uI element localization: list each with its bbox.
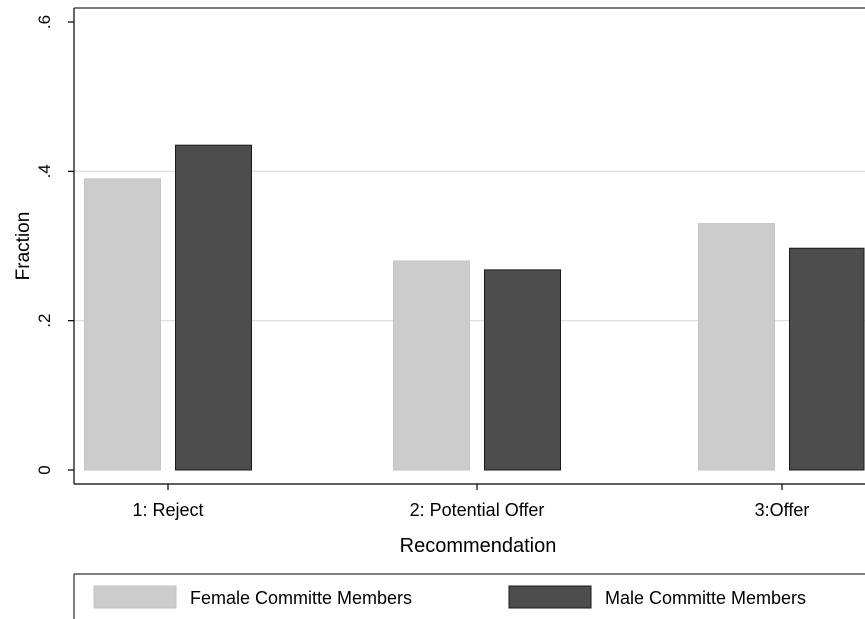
bar <box>698 223 775 471</box>
bar <box>484 269 561 471</box>
legend-label: Female Committe Members <box>190 588 412 608</box>
bars <box>84 144 865 471</box>
legend-swatch <box>93 585 177 609</box>
y-tick-label: .6 <box>35 15 54 29</box>
bar <box>393 260 470 471</box>
bar <box>789 247 865 471</box>
x-axis-label: Recommendation <box>400 535 557 557</box>
y-axis-label: Fraction <box>13 212 34 281</box>
legend: Female Committe Members Male Committe Mem… <box>73 573 865 619</box>
legend-swatch <box>508 585 592 609</box>
bar <box>175 144 252 471</box>
legend-label: Male Committe Members <box>605 588 806 608</box>
y-ticks: 0 .2 .4 .6 <box>35 15 74 475</box>
y-tick-label: 0 <box>35 465 54 474</box>
x-tick-label: 2: Potential Offer <box>410 500 545 520</box>
y-tick-label: .4 <box>35 164 54 178</box>
x-ticks: 1: Reject 2: Potential Offer 3:Offer <box>132 484 809 520</box>
bar <box>84 178 161 471</box>
x-tick-label: 1: Reject <box>132 500 203 520</box>
x-tick-label: 3:Offer <box>755 500 810 520</box>
y-tick-label: .2 <box>35 314 54 328</box>
